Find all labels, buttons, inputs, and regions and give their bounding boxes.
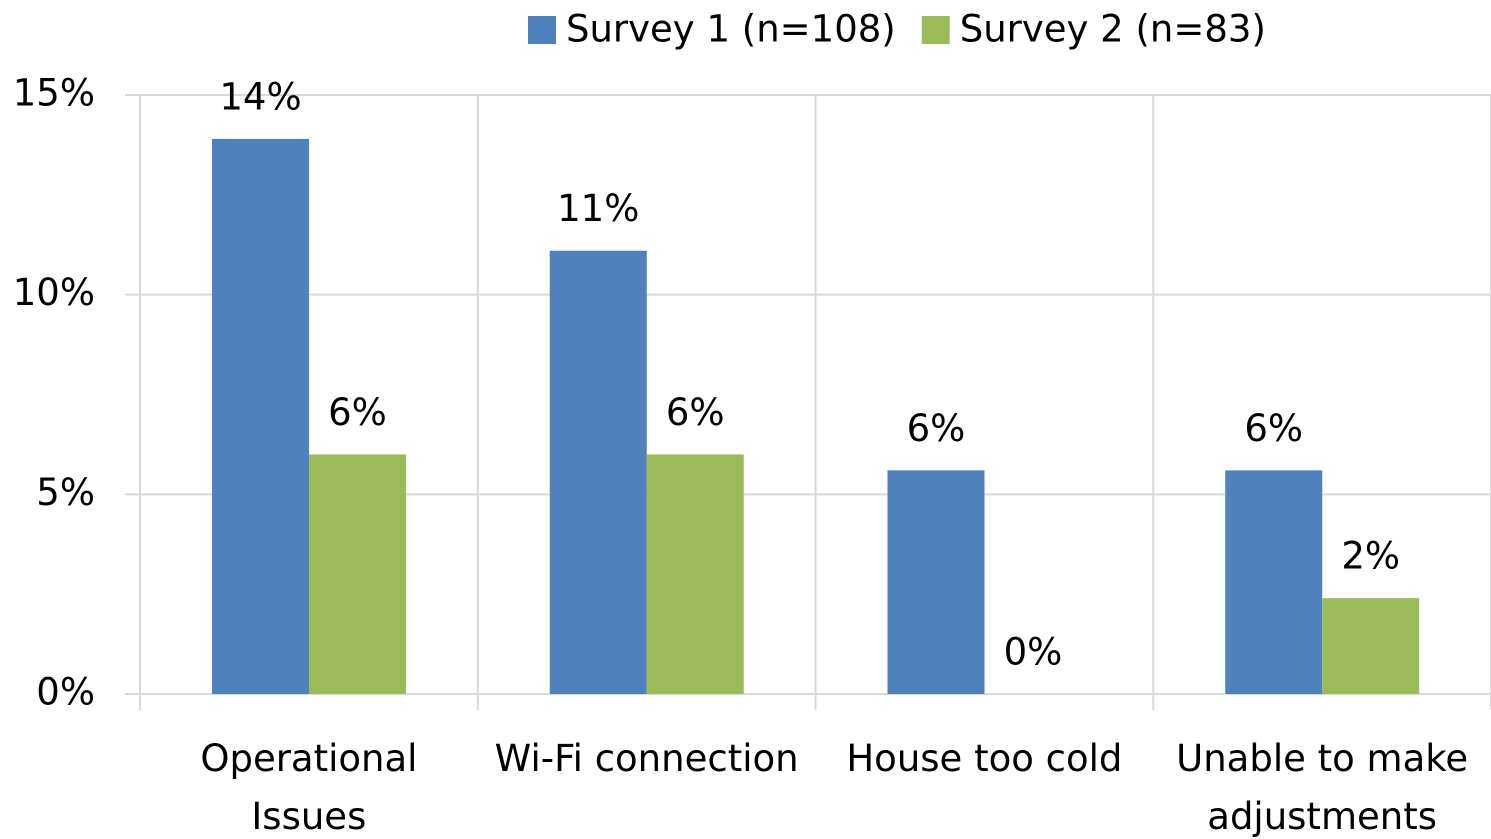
value-label: 6% xyxy=(1244,407,1303,450)
bar xyxy=(212,138,309,695)
bar xyxy=(1322,598,1420,694)
x-tick-label: Operational Issues xyxy=(200,737,418,838)
y-tick-label: 5% xyxy=(36,471,95,514)
bar xyxy=(646,454,744,694)
bar xyxy=(549,250,647,695)
x-tick-label: Wi-Fi connection xyxy=(494,737,799,780)
legend-swatch xyxy=(921,16,950,44)
value-label: 6% xyxy=(907,407,966,450)
bar xyxy=(887,470,985,694)
bar xyxy=(1225,470,1323,694)
bar xyxy=(309,454,406,694)
value-label: 14% xyxy=(219,75,301,118)
value-label: 2% xyxy=(1341,535,1400,578)
y-tick-label: 10% xyxy=(13,271,95,314)
value-label: 11% xyxy=(557,187,639,230)
value-label: 6% xyxy=(666,391,725,434)
x-tick-label: Unable to make adjustments xyxy=(1176,737,1469,838)
legend-label: Survey 1 (n=108) xyxy=(566,8,896,51)
legend-label: Survey 2 (n=83) xyxy=(960,8,1266,51)
legend-swatch xyxy=(528,16,556,44)
y-tick-label: 15% xyxy=(13,72,95,115)
x-tick-label: House too cold xyxy=(846,737,1123,780)
value-label: 0% xyxy=(1004,631,1063,674)
value-label: 6% xyxy=(328,391,387,434)
y-tick-label: 0% xyxy=(36,671,95,714)
